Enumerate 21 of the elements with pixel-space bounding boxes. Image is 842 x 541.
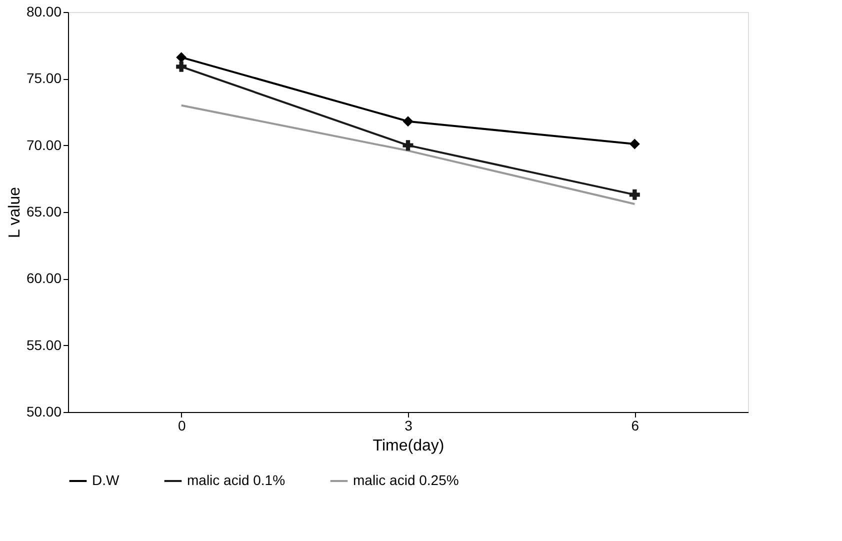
point (629, 138, 640, 150)
y-tick-label: 75.00 (26, 70, 62, 86)
y-tick-label: 70.00 (26, 136, 62, 153)
x-tick-label: 0 (178, 418, 186, 434)
x-tick-label: 3 (404, 418, 413, 434)
x-axis-title: Time(day) (372, 438, 444, 454)
point (176, 61, 187, 72)
point (629, 189, 640, 200)
legend-label: malic acid 0.1% (187, 472, 286, 488)
point (402, 116, 414, 127)
y-tick-label: 50.00 (26, 404, 62, 420)
point (402, 140, 414, 151)
legend-label: D.W (92, 472, 120, 488)
x-tick-label: 6 (631, 418, 640, 434)
y-tick-label: 60.00 (26, 270, 62, 286)
y-axis-title: L value (6, 186, 24, 238)
point (176, 52, 187, 63)
y-tick-label: 55.00 (26, 336, 62, 353)
y-tick-label: 80.00 (26, 4, 62, 20)
legend-label: malic acid 0.25% (353, 472, 459, 488)
y-tick-label: 65.00 (26, 204, 62, 220)
